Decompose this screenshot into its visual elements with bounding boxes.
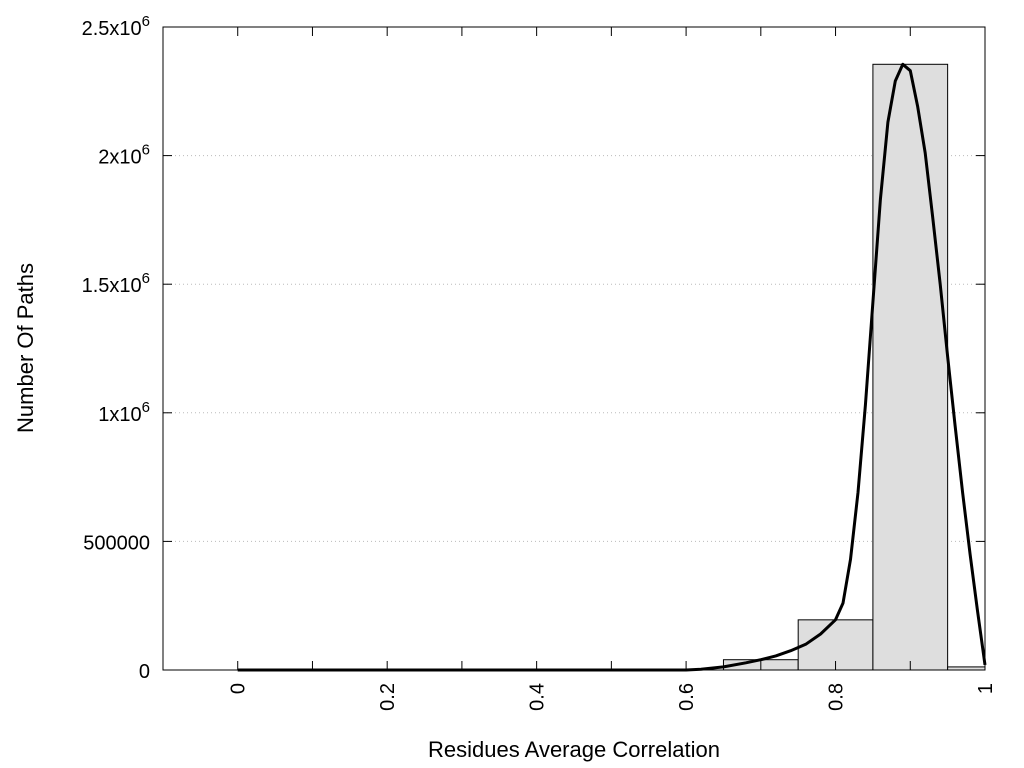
y-tick-label: 1x106 — [98, 399, 150, 426]
x-tick-label: 0.2 — [377, 683, 399, 711]
x-tick-label: 0 — [228, 683, 250, 694]
x-tick-label: 0.6 — [676, 683, 698, 711]
y-tick-label: 2.5x106 — [82, 13, 150, 40]
plot-frame — [162, 26, 986, 671]
x-tick-label: 0.4 — [527, 683, 549, 711]
x-tick-labels: 0 0.2 0.4 0.6 0.8 1 — [228, 683, 997, 711]
y-tick-labels: 0 500000 1x106 1.5x106 2x106 2.5x106 — [82, 13, 150, 683]
grid-lines — [163, 155, 985, 542]
y-tick-label: 0 — [139, 661, 150, 683]
y-tick-label: 1.5x106 — [82, 270, 150, 297]
axis-ticks — [163, 26, 986, 671]
x-tick-label: 0.8 — [826, 683, 848, 711]
fit-curve-group — [237, 62, 987, 672]
histogram-bars — [722, 63, 986, 671]
y-tick-label: 500000 — [83, 532, 150, 554]
x-tick-label: 1 — [975, 683, 997, 694]
y-tick-label: 2x106 — [98, 142, 150, 169]
histogram-bar — [872, 63, 949, 671]
y-axis-label: Number Of Paths — [13, 263, 38, 433]
fit-curve-line — [237, 62, 987, 672]
x-axis-label: Residues Average Correlation — [428, 737, 720, 762]
